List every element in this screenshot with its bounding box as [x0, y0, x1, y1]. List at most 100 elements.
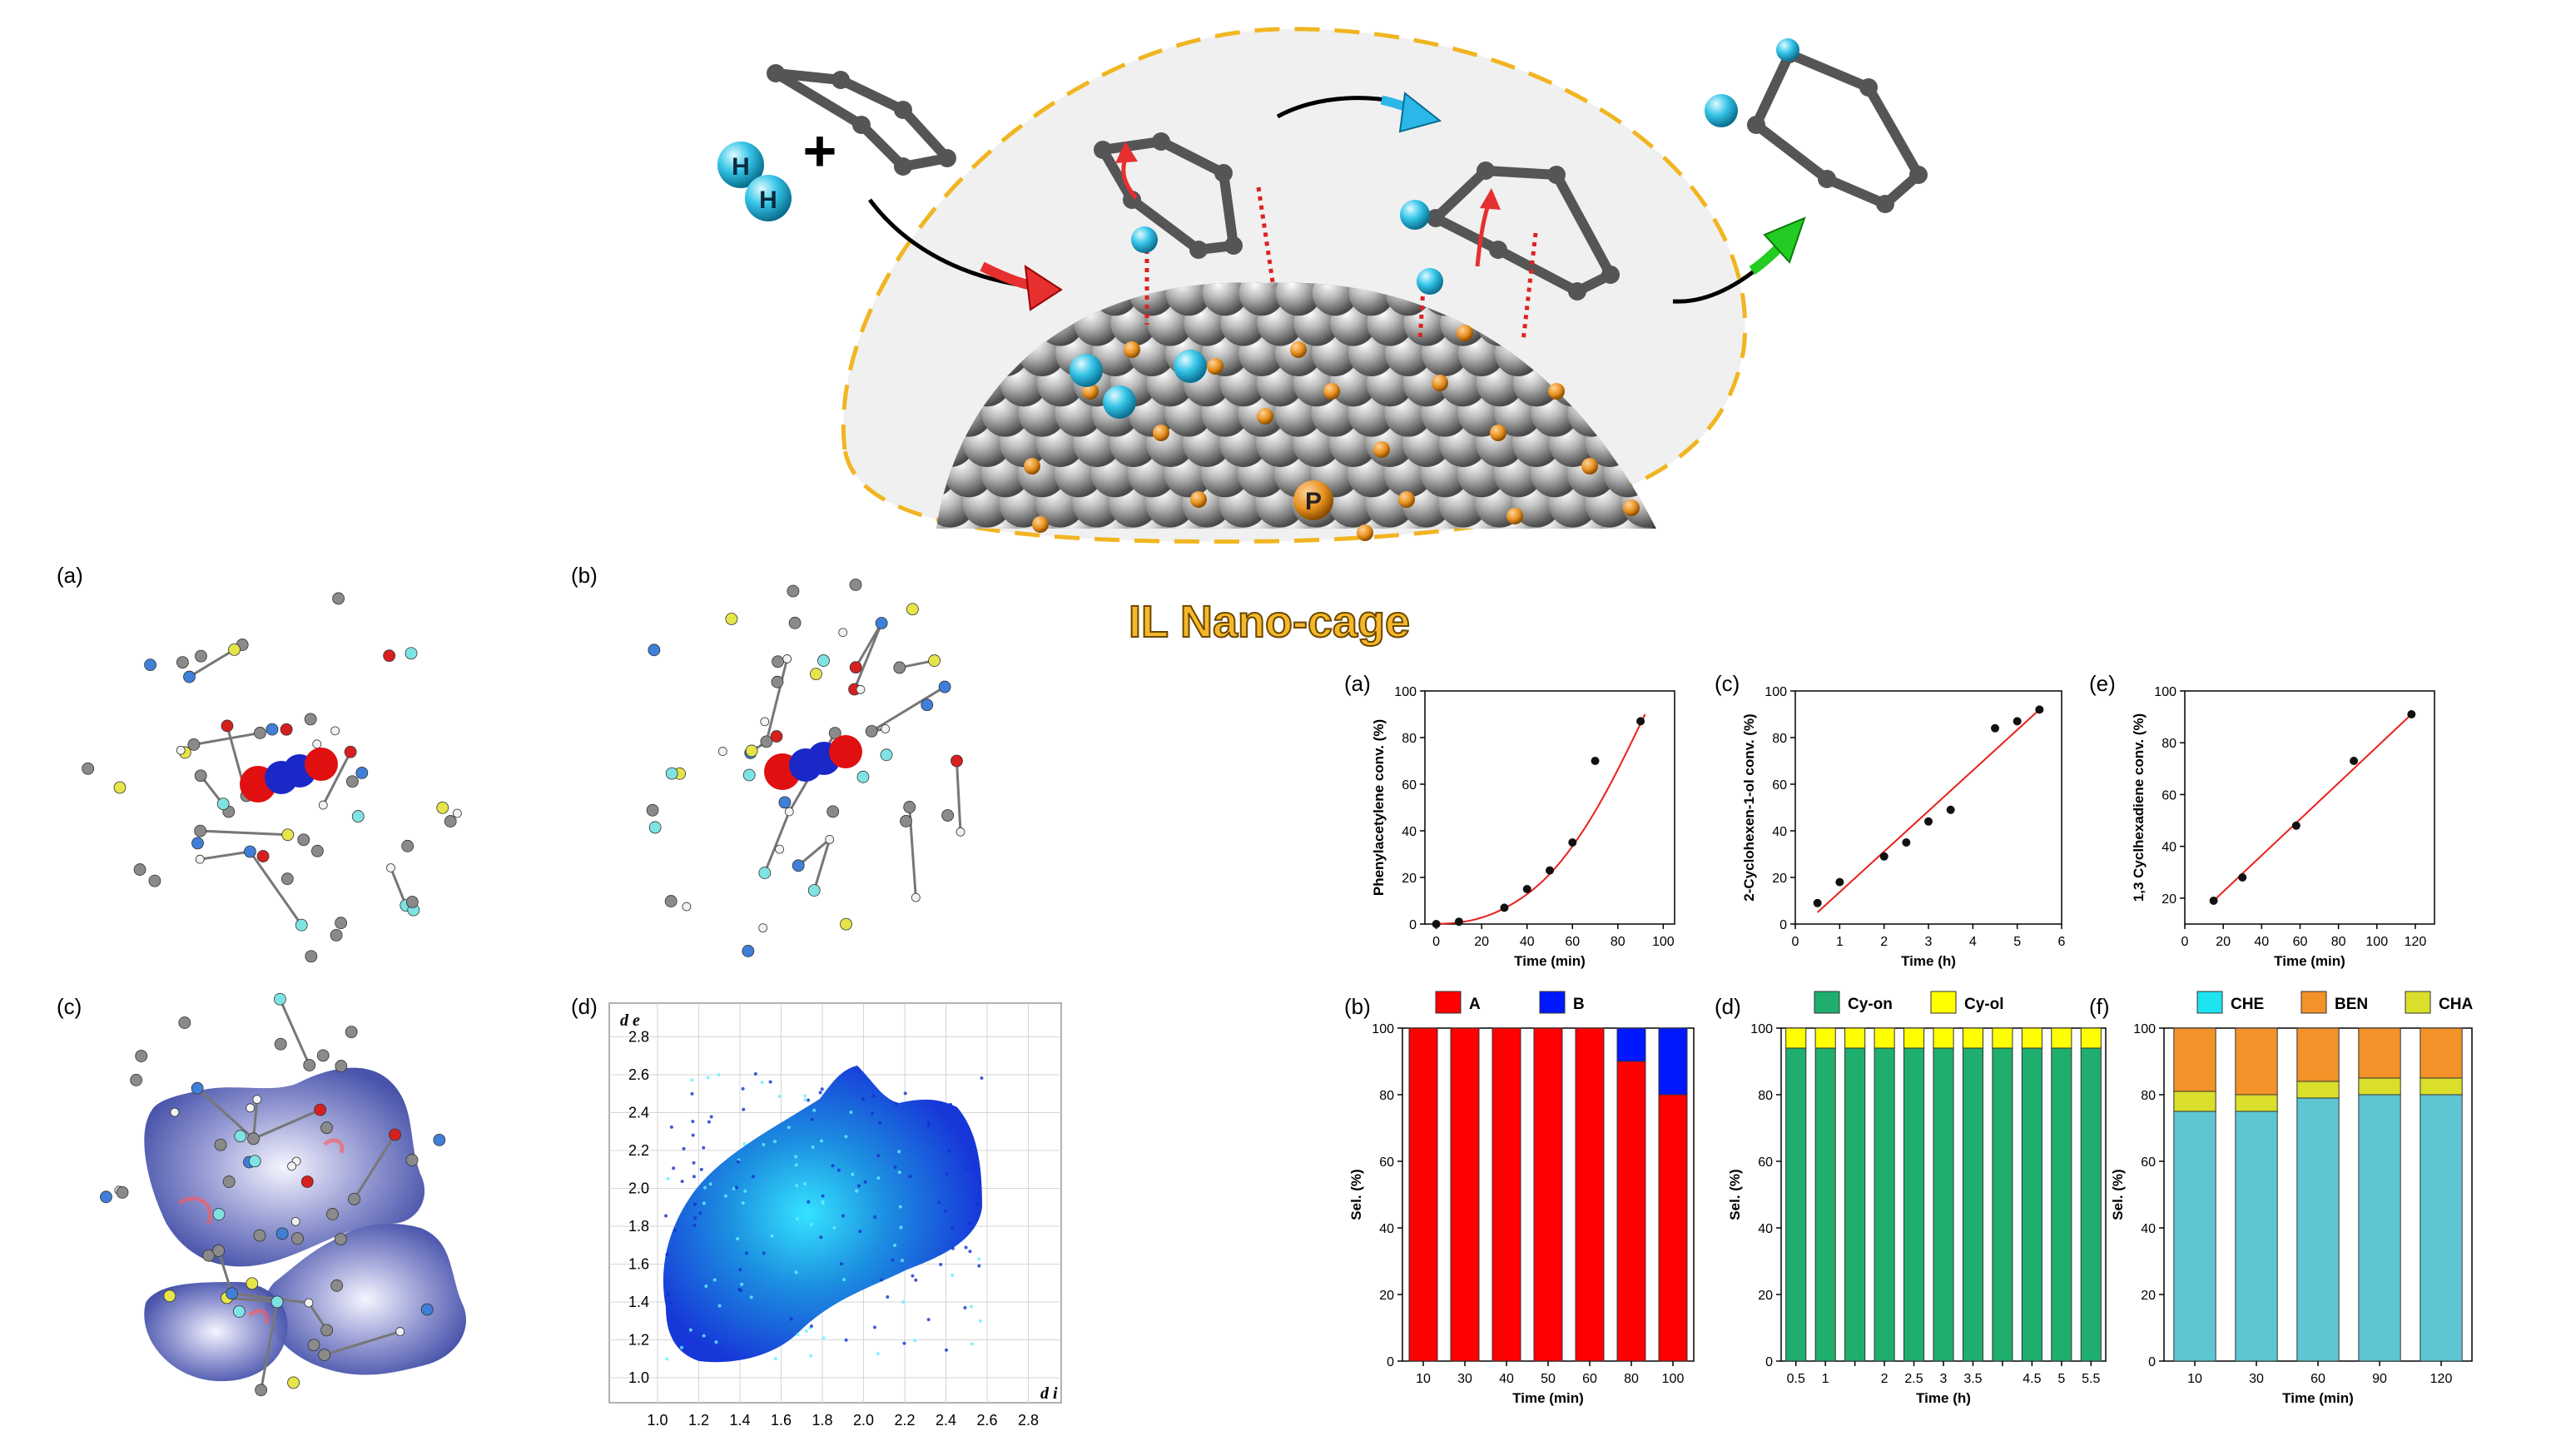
chart-a: (a) 0 20 40 60 80 100 Time (min) Phenylacetylene… [1344, 671, 1675, 969]
fingerprint-point [789, 1317, 793, 1321]
atom [760, 717, 770, 727]
fingerprint-point [970, 1342, 974, 1346]
y-tick-label: 40 [1772, 825, 1787, 839]
orbital-lobe [305, 748, 338, 781]
atom [401, 839, 414, 852]
bar-segment [2235, 1094, 2278, 1112]
y-axis-title: 2-Cyclohexen-1-ol conv. (%) [1741, 713, 1757, 901]
bar-segment [1962, 1027, 1984, 1049]
fingerprint-point [851, 1172, 855, 1176]
plus-sign: + [803, 118, 837, 183]
atom [295, 918, 308, 932]
atom [202, 1249, 216, 1262]
fingerprint-point [689, 1342, 693, 1346]
fingerprint-x-tick: 2.2 [894, 1412, 915, 1429]
carbon-atom [1123, 191, 1141, 209]
atom [246, 1103, 256, 1113]
atom [304, 1298, 314, 1308]
y-tick-label: 0 [1765, 1355, 1773, 1369]
bond [249, 851, 303, 927]
bond [871, 685, 946, 733]
bar-segment [1874, 1027, 1895, 1049]
fingerprint-point [741, 1201, 745, 1205]
atom [330, 928, 343, 942]
atom [760, 735, 773, 748]
bond [353, 1134, 396, 1200]
y-tick-label: 20 [1379, 1289, 1394, 1303]
legend-swatch [1814, 991, 1840, 1014]
chart-panel-label: (a) [1344, 671, 1371, 696]
bar-segment [2173, 1111, 2216, 1362]
x-tick-label: 0.5 [1787, 1372, 1805, 1386]
bar-segment [2358, 1094, 2401, 1362]
fingerprint-point [706, 1076, 710, 1080]
bar-segment [1658, 1094, 1688, 1362]
fingerprint-point [664, 1214, 668, 1218]
fingerprint-x-tick: 2.8 [1018, 1412, 1039, 1429]
chart-panel-label: (e) [2089, 671, 2116, 696]
p-dopant-atom [1373, 441, 1390, 458]
legend-swatch [2405, 991, 2431, 1014]
atom [100, 1190, 112, 1204]
atom [144, 658, 156, 671]
atom [807, 884, 821, 897]
fingerprint-point [669, 1125, 673, 1129]
fingerprint-point [903, 1091, 907, 1096]
x-tick-label: 50 [1541, 1372, 1556, 1386]
atom [742, 945, 755, 957]
x-axis-title: Time (h) [1916, 1390, 1971, 1406]
pd-atom [1275, 282, 1322, 316]
fingerprint-point [841, 1214, 845, 1218]
fingerprint-point [742, 1142, 747, 1146]
atom [228, 643, 241, 656]
carbon-atom [1568, 282, 1586, 301]
fingerprint-point [937, 1200, 941, 1205]
fingerprint-point [803, 1094, 807, 1098]
svg-text:H: H [759, 186, 777, 214]
x-tick-label: 30 [1457, 1372, 1472, 1386]
data-point [1454, 917, 1463, 927]
atom [274, 992, 286, 1006]
fingerprint-point [803, 1182, 807, 1186]
fingerprint-point [819, 1235, 823, 1240]
x-tick-label: 20 [1474, 935, 1489, 949]
y-tick-label: 0 [2148, 1355, 2156, 1369]
p-dopant-atom [1124, 341, 1140, 358]
atom [875, 617, 888, 629]
carbon-atom [1547, 166, 1566, 184]
fingerprint-point-cloud [663, 1066, 982, 1363]
atom [232, 1305, 246, 1318]
carbon-atom [1876, 195, 1894, 213]
fingerprint-point [734, 1185, 738, 1190]
fingerprint-point [751, 1175, 755, 1179]
fingerprint-point [723, 1194, 727, 1198]
atom [880, 748, 893, 762]
atom [405, 647, 418, 660]
y-tick-label: 40 [2141, 1222, 2156, 1236]
data-point [2407, 710, 2416, 718]
fingerprint-point [897, 1170, 901, 1175]
atom [194, 824, 207, 837]
bar-segment [1491, 1027, 1521, 1362]
fingerprint-point [682, 1146, 686, 1150]
atom [335, 1060, 348, 1072]
fingerprint-y-tick: 2.6 [628, 1066, 649, 1083]
p-dopant-atom [1323, 383, 1340, 400]
fingerprint-point [849, 1111, 853, 1115]
atom [332, 592, 345, 605]
y-axis-title: Sel. (%) [1727, 1169, 1743, 1220]
p-dopant-atom [1398, 491, 1415, 508]
atom [316, 1049, 330, 1062]
atom [334, 1233, 347, 1245]
legend-swatch [1930, 991, 1957, 1014]
atom [187, 738, 201, 751]
bond [854, 622, 883, 668]
bond [765, 658, 789, 743]
bar-segment [1844, 1047, 1866, 1362]
bar-segment [1814, 1047, 1836, 1362]
x-tick-label: 80 [2331, 935, 2346, 949]
fingerprint-point [898, 1205, 902, 1209]
x-tick-label: 1 [1822, 1372, 1829, 1386]
y-tick-label: 100 [1372, 1022, 1394, 1036]
